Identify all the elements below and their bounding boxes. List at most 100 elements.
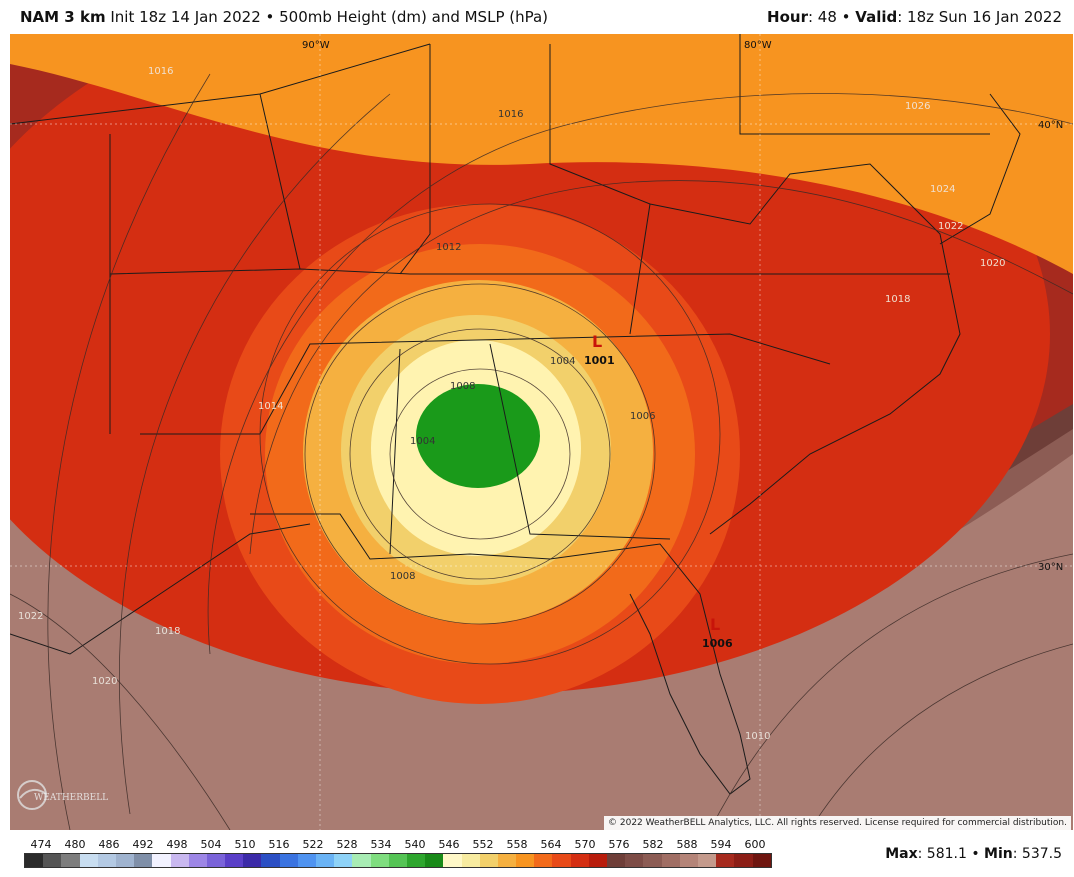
valid-value: : 18z Sun 16 Jan 2022 [897,8,1062,26]
hour-value: : 48 • [807,8,856,26]
colorbar-swatch [188,854,207,867]
colorbar-tick-label: 504 [200,838,222,851]
copyright-notice: © 2022 WeatherBELL Analytics, LLC. All r… [604,816,1071,830]
colorbar-tick-label: 480 [64,838,86,851]
colorbar-tick-label: 486 [98,838,120,851]
colorbar-swatch [225,854,244,867]
low-pressure-centers: L 1001 L 1006 [584,332,733,650]
colorbar-swatch [61,854,80,867]
isobar-label: 1014 [258,401,283,412]
isobar-label: 1012 [436,242,461,253]
low-symbol: L [710,615,720,634]
colorbar-swatch [152,854,171,867]
colorbar-swatch [43,854,62,867]
colorbar-swatch [352,854,371,867]
colorbar-swatch [661,854,680,867]
colorbar-tick-label: 600 [744,838,766,851]
isobar-label: 1026 [905,101,930,112]
colorbar-tick-label: 474 [30,838,52,851]
colorbar-swatch [461,854,480,867]
logo-text: WEATHERBELL [34,793,108,803]
isobar-label: 1016 [148,66,173,77]
weather-map: 90°W 80°W 40°N 30°N 1016 1016 1012 1026 … [10,34,1073,830]
isobar-label: 1010 [745,731,770,742]
low-symbol: L [592,332,602,351]
min-label: Min [984,846,1013,862]
isobar-label: 1024 [930,184,955,195]
model-name: NAM 3 km [20,8,106,26]
isobar-label: 1004 [550,356,575,367]
isobar-label: 1022 [938,221,963,232]
colorbar-swatch [588,854,607,867]
isobar-label: 1004 [410,436,435,447]
colorbar-swatch [479,854,498,867]
colorbar-swatch [79,854,98,867]
max-min-readout: Max: 581.1 • Min: 537.5 [885,846,1062,862]
lat-30-label: 30°N [1038,562,1063,573]
colorbar-swatch [206,854,226,867]
isobars [10,73,1073,830]
colorbar-tick-label: 564 [540,838,562,851]
min-value: : 537.5 [1012,846,1062,862]
lat-40-label: 40°N [1038,120,1063,131]
colorbar-tick-label: 552 [472,838,494,851]
colorbar-swatch [316,854,335,867]
isobar-label: 1022 [18,611,43,622]
colorbar-tick-label: 594 [710,838,732,851]
colorbar-tick-label: 522 [302,838,324,851]
colorbar-swatch [443,854,462,867]
colorbar-swatch [170,854,189,867]
colorbar-swatch [134,854,153,867]
colorbar-tick-label: 528 [336,838,358,851]
isobar-labels: 1016 1016 1012 1026 1024 1022 1020 1018 … [18,66,1005,742]
colorbar-tick-label: 558 [506,838,528,851]
lat-lon-grid [10,34,1073,830]
colorbar-swatch [643,854,662,867]
colorbar-tick-label: 498 [166,838,188,851]
colorbar-swatch [279,854,298,867]
map-footer: 474 480 486 492 498 504 510 516 522 528 534 540 546 5… [0,832,1074,877]
isobar-label: 1008 [450,381,475,392]
lon-80-label: 80°W [744,40,772,51]
header-left: NAM 3 km Init 18z 14 Jan 2022 • 500mb He… [20,8,548,26]
colorbar-swatch [552,854,571,867]
colorbar-swatch [697,854,717,867]
lon-90-label: 90°W [302,40,330,51]
valid-label: Valid [855,8,898,26]
political-boundaries [10,34,1021,795]
isobar-label: 1018 [155,626,180,637]
colorbar-tick-label: 546 [438,838,460,851]
colorbar-tick-label: 576 [608,838,630,851]
max-label: Max [885,846,918,862]
isobar-label: 1006 [630,411,655,422]
colorbar-swatch [607,854,626,867]
colorbar-swatch [425,854,444,867]
colorbar-swatch [752,854,771,867]
isobar-label: 1008 [390,571,415,582]
colorbar-swatch [406,854,426,867]
isobar-label: 1018 [885,294,910,305]
colorbar-swatch [516,854,535,867]
band-540 [416,384,540,488]
colorbar-swatch [297,854,316,867]
colorbar-swatch [243,854,262,867]
low-pressure-value: 1001 [584,354,615,367]
weatherbell-logo: WEATHERBELL [14,774,114,816]
isobar-label: 1016 [498,109,523,120]
map-canvas: 90°W 80°W 40°N 30°N 1016 1016 1012 1026 … [10,34,1073,830]
colorbar-swatch [97,854,116,867]
max-value: : 581.1 • [917,846,985,862]
colorbar-tick-label: 540 [404,838,426,851]
colorbar-tick-label: 582 [642,838,664,851]
colorbar-swatch [25,854,44,867]
colorbar-swatch [534,854,553,867]
colorbar-swatch [679,854,698,867]
colorbar-tick-label: 588 [676,838,698,851]
map-header: NAM 3 km Init 18z 14 Jan 2022 • 500mb He… [0,0,1074,34]
colorbar-tick-label: 570 [574,838,596,851]
colorbar-swatch [497,854,517,867]
colorbar-tick-label: 516 [268,838,290,851]
colorbar-swatch [370,854,389,867]
isobar-label: 1020 [92,676,117,687]
colorbar-swatch [388,854,407,867]
